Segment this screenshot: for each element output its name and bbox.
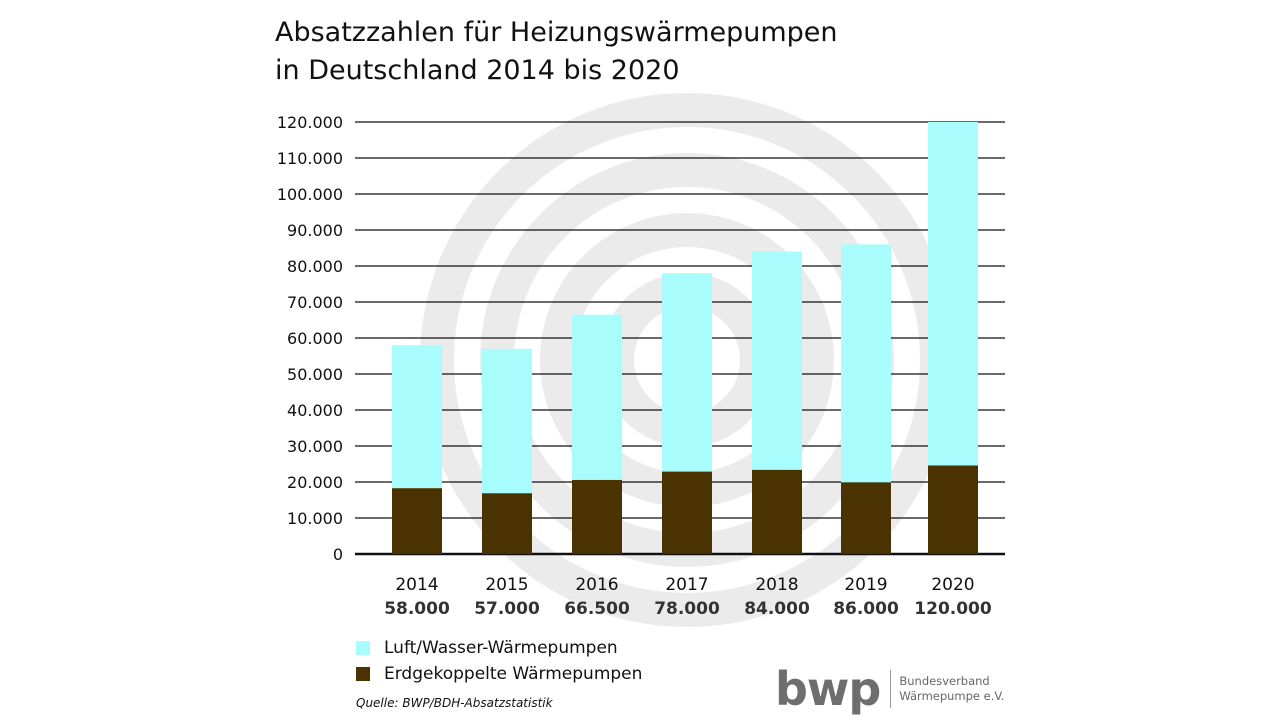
- title-line-1: Absatzzahlen für Heizungswärmepumpen: [275, 17, 838, 48]
- legend-label-ground: Erdgekoppelte Wärmepumpen: [384, 664, 643, 684]
- bar-segment: [928, 122, 978, 466]
- bar-segment: [662, 273, 712, 472]
- x-tick-label: 2016: [575, 575, 618, 595]
- bwp-logo: bwp Bundesverband Wärmepumpe e.V.: [775, 666, 1004, 712]
- y-tick-label: 10.000: [287, 509, 343, 528]
- chart-title: Absatzzahlen für Heizungswärmepumpen in …: [275, 14, 838, 90]
- total-label: 84.000: [744, 599, 810, 619]
- bar-segment: [392, 345, 442, 489]
- legend-label-air: Luft/Wasser-Wärmepumpen: [384, 638, 618, 658]
- y-tick-label: 40.000: [287, 401, 343, 420]
- x-tick-label: 2020: [931, 575, 974, 595]
- bar-segment: [482, 493, 532, 554]
- legend-item-air: Luft/Wasser-Wärmepumpen: [356, 638, 618, 658]
- bar-segment: [928, 465, 978, 554]
- total-label: 58.000: [384, 599, 450, 619]
- logo-text: Bundesverband Wärmepumpe e.V.: [899, 674, 1004, 704]
- logo-mark: bwp: [775, 662, 881, 716]
- x-tick-label: 2014: [395, 575, 438, 595]
- y-tick-label: 120.000: [277, 113, 343, 132]
- legend-swatch-air: [356, 641, 370, 655]
- title-line-2: in Deutschland 2014 bis 2020: [275, 55, 680, 86]
- y-tick-label: 0: [333, 545, 343, 564]
- bar-segment: [662, 471, 712, 554]
- y-tick-label: 60.000: [287, 329, 343, 348]
- y-tick-label: 80.000: [287, 257, 343, 276]
- total-label: 57.000: [474, 599, 540, 619]
- bar-segment: [752, 251, 802, 470]
- x-tick-label: 2019: [844, 575, 887, 595]
- total-label: 86.000: [833, 599, 899, 619]
- y-tick-label: 70.000: [287, 293, 343, 312]
- source-note: Quelle: BWP/BDH-Absatzstatistik: [356, 696, 553, 710]
- x-tick-label: 2015: [485, 575, 528, 595]
- bar-segment: [572, 314, 622, 480]
- bar-segment: [482, 348, 532, 494]
- legend-item-ground: Erdgekoppelte Wärmepumpen: [356, 664, 642, 684]
- bar-segment: [572, 479, 622, 554]
- legend-swatch-ground: [356, 667, 370, 681]
- logo-divider: [890, 670, 892, 708]
- x-tick-label: 2018: [755, 575, 798, 595]
- bar-segment: [752, 469, 802, 554]
- bars: [392, 122, 978, 554]
- bar-segment: [392, 488, 442, 554]
- bar-segment: [841, 244, 891, 483]
- logo-line-1: Bundesverband: [899, 674, 990, 688]
- labels: 0 10.000 20.000 30.000 40.000 50.000 60.000 70.…: [277, 113, 992, 619]
- y-tick-label: 20.000: [287, 473, 343, 492]
- y-tick-label: 50.000: [287, 365, 343, 384]
- total-label: 66.500: [564, 599, 630, 619]
- y-tick-label: 90.000: [287, 221, 343, 240]
- y-tick-label: 110.000: [277, 149, 343, 168]
- total-label: 78.000: [654, 599, 720, 619]
- total-label: 120.000: [914, 599, 992, 619]
- y-tick-label: 30.000: [287, 437, 343, 456]
- x-tick-label: 2017: [665, 575, 708, 595]
- y-tick-label: 100.000: [277, 185, 343, 204]
- bar-segment: [841, 482, 891, 554]
- logo-line-2: Wärmepumpe e.V.: [899, 689, 1005, 703]
